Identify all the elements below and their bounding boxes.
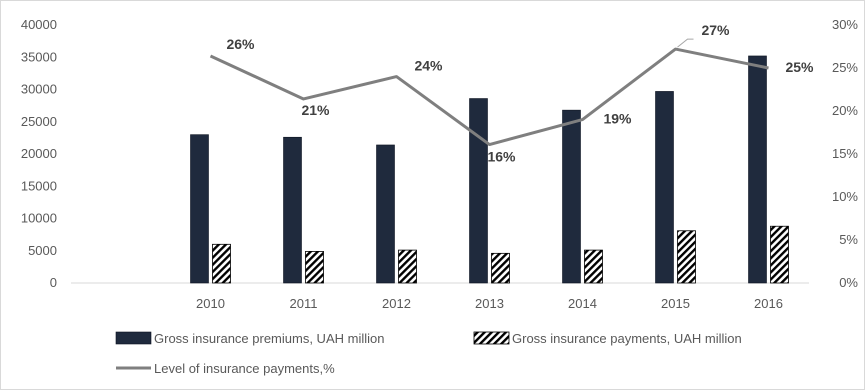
axes: 0 5000 10000 15000 20000 25000 30000 35000 40000… (21, 17, 859, 311)
premium-bar (562, 109, 581, 284)
y-left-tick-label: 5000 (28, 243, 57, 258)
premium-bar (190, 134, 209, 284)
data-labels: 26% 21% 24% 16% 19% 27% 25% (226, 22, 814, 164)
x-tick-label: 2013 (475, 296, 504, 311)
line-data-label: 16% (487, 149, 516, 165)
premium-bar (748, 55, 767, 284)
label-leader-line (677, 38, 694, 48)
legend-label-level: Level of insurance payments,% (154, 361, 335, 376)
legend-label-payments: Gross insurance payments, UAH million (512, 331, 742, 346)
x-tick-label: 2011 (290, 296, 318, 311)
legend-label-premiums: Gross insurance premiums, UAH million (154, 331, 384, 346)
y-right-tick-label: 0% (839, 275, 858, 290)
premium-bar (283, 136, 302, 284)
line-data-label: 27% (701, 22, 730, 38)
payment-bar (491, 252, 510, 284)
line-data-label: 26% (226, 36, 255, 52)
payment-bar (677, 230, 696, 284)
x-tick-label: 2015 (661, 296, 690, 311)
y-right-tick-label: 20% (832, 103, 858, 118)
y-left-tick-label: 15000 (21, 178, 57, 193)
premium-bar (469, 98, 488, 284)
y-left-tick-label: 0 (50, 275, 57, 290)
y-right-tick-label: 25% (832, 60, 858, 75)
payment-bar (212, 243, 231, 284)
y-right-tick-label: 15% (832, 146, 858, 161)
y-left-tick-label: 25000 (21, 114, 57, 129)
premium-bar (376, 144, 395, 284)
line-data-label: 25% (785, 59, 814, 75)
payment-level-line (209, 47, 769, 147)
legend-swatch-payments (473, 331, 510, 345)
bars (190, 55, 789, 284)
y-left-tick-label: 20000 (21, 146, 57, 161)
y-left-tick-label: 10000 (21, 211, 57, 226)
y-right-tick-label: 5% (839, 232, 858, 247)
legend: Gross insurance premiums, UAH million Gro… (115, 331, 742, 376)
payment-level-polyline (209, 47, 769, 147)
x-tick-label: 2016 (754, 296, 783, 311)
payment-bar (398, 249, 417, 284)
x-tick-label: 2010 (196, 296, 225, 311)
y-left-tick-label: 30000 (21, 82, 57, 97)
y-left-tick-label: 40000 (21, 17, 57, 32)
payment-bar (305, 250, 324, 284)
x-tick-label: 2014 (568, 296, 597, 311)
payment-bar (770, 225, 789, 284)
y-right-tick-label: 10% (832, 189, 858, 204)
payment-bar (584, 249, 603, 284)
x-tick-label: 2012 (382, 296, 411, 311)
line-data-label: 21% (301, 102, 330, 118)
y-left-tick-label: 35000 (21, 49, 57, 64)
y-right-tick-label: 30% (832, 17, 858, 32)
legend-swatch-premiums (115, 331, 152, 345)
line-data-label: 19% (603, 111, 632, 127)
premium-bar (655, 91, 674, 284)
line-data-label: 24% (414, 58, 443, 74)
